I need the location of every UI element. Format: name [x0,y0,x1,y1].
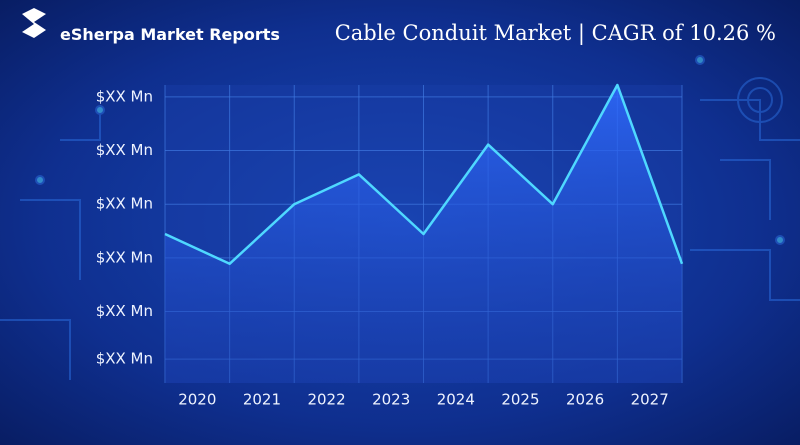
line [164,83,684,266]
x-tick-label: 2026 [566,391,604,409]
x-tick-label: 2025 [501,391,539,409]
x-tick-label: 2023 [372,391,410,409]
x-tick-label: 2024 [437,391,475,409]
circuit-decoration [0,55,800,380]
y-tick-label: $XX Mn [96,350,153,368]
logo-icon [22,8,46,38]
y-tick-label: $XX Mn [96,87,153,105]
chart-title: Cable Conduit Market | CAGR of 10.26 % [335,21,776,46]
x-tick-label: 2021 [243,391,281,409]
y-tick-label: $XX Mn [96,248,153,266]
brand-name: eSherpa Market Reports [60,25,280,44]
x-tick-label: 2027 [631,391,669,409]
x-tick-label: 2022 [307,391,345,409]
logo: eSherpa Market Reports [22,8,280,44]
y-tick-label: $XX Mn [96,141,153,159]
y-tick-label: $XX Mn [96,302,153,320]
x-tick-label: 2020 [178,391,216,409]
y-tick-label: $XX Mn [96,195,153,213]
